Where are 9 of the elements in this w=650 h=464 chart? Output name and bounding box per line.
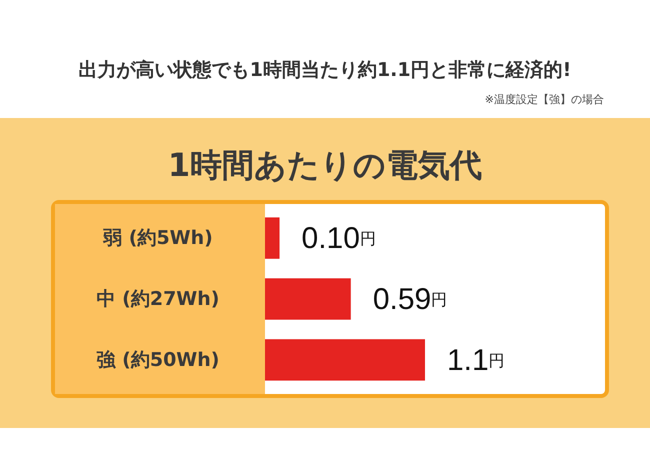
y-tick-label: 強 (約50Wh) (96, 348, 220, 371)
y-tick-label: 弱 (約5Wh) (102, 227, 213, 250)
data-label: 0.59円 (372, 282, 448, 316)
data-label: 0.10円 (302, 222, 376, 255)
chart-title: 出力が高い状態でも1時間当たり約1.1円と非常に経済的! (78, 59, 572, 81)
data-label: 1.1円 (447, 343, 505, 376)
text: ※温度設定【強】の場合 (484, 93, 604, 106)
y-tick-label: 中 (約27Wh) (96, 288, 220, 310)
chart-subtitle: 1時間あたりの電気代 (168, 146, 482, 184)
